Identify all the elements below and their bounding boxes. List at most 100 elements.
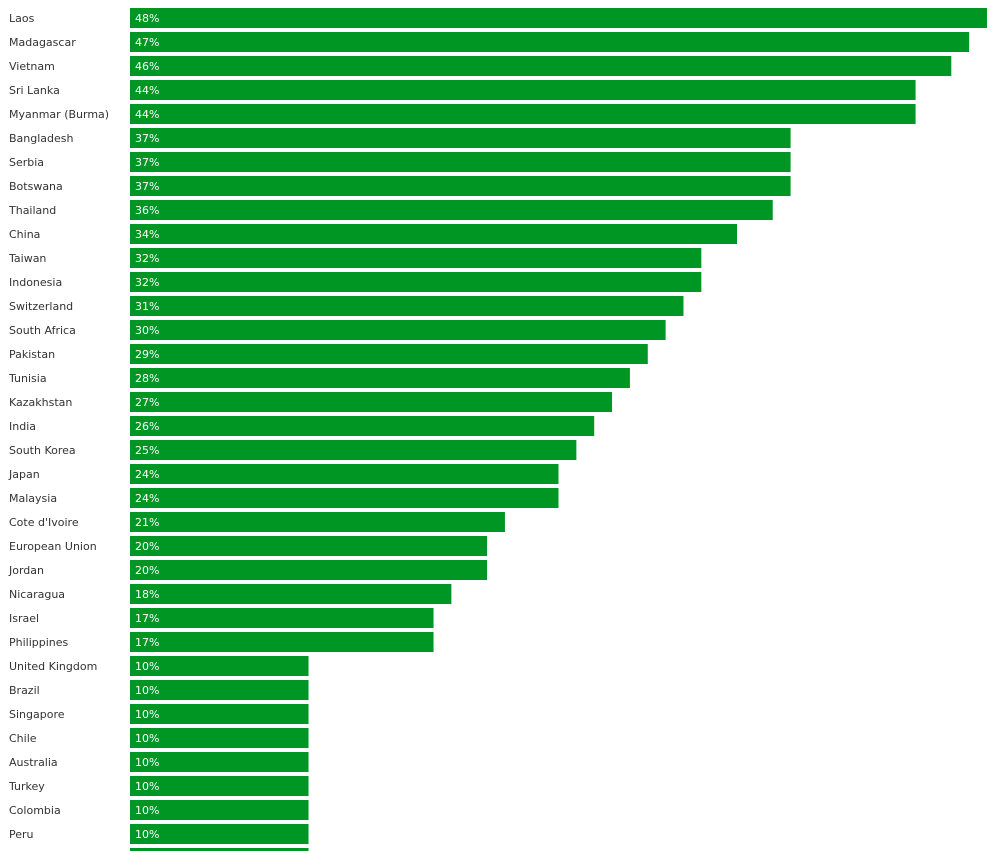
category-label: South Korea [9, 444, 76, 457]
bar [130, 752, 309, 772]
bar [130, 632, 434, 652]
category-label: China [9, 228, 40, 241]
value-label: 10% [135, 660, 159, 673]
value-label: 44% [135, 84, 159, 97]
value-label: 21% [135, 516, 159, 529]
category-label: Israel [9, 612, 39, 625]
category-label: Botswana [9, 180, 63, 193]
bar [130, 704, 309, 724]
value-label: 20% [135, 564, 159, 577]
value-label: 20% [135, 540, 159, 553]
value-label: 24% [135, 468, 159, 481]
bar [130, 656, 309, 676]
value-label: 17% [135, 612, 159, 625]
bar [130, 464, 559, 484]
category-label: Cote d'Ivoire [9, 516, 79, 529]
category-label: Vietnam [9, 60, 55, 73]
bar [130, 680, 309, 700]
category-label: Switzerland [9, 300, 73, 313]
bar [130, 32, 970, 52]
bar [130, 128, 791, 148]
category-label: Tunisia [8, 372, 47, 385]
value-label: 10% [135, 684, 159, 697]
bar [130, 200, 773, 220]
category-label: Jordan [8, 564, 44, 577]
value-label: 25% [135, 444, 159, 457]
value-label: 48% [135, 12, 159, 25]
category-label: Bangladesh [9, 132, 74, 145]
value-label: 10% [135, 756, 159, 769]
value-label: 18% [135, 588, 159, 601]
bar [130, 536, 488, 556]
value-label: 37% [135, 156, 159, 169]
category-label: Peru [9, 828, 34, 841]
value-label: 30% [135, 324, 159, 337]
value-label: 24% [135, 492, 159, 505]
category-label: European Union [9, 540, 97, 553]
value-label: 10% [135, 828, 159, 841]
category-label: Pakistan [9, 348, 55, 361]
category-label: Myanmar (Burma) [9, 108, 109, 121]
category-label: Laos [9, 12, 35, 25]
category-label: South Africa [9, 324, 76, 337]
value-label: 36% [135, 204, 159, 217]
bar [130, 320, 666, 340]
bar [130, 848, 309, 851]
value-label: 32% [135, 252, 159, 265]
bar [130, 608, 434, 628]
value-label: 10% [135, 804, 159, 817]
category-label: Singapore [9, 708, 65, 721]
bar [130, 368, 630, 388]
bar [130, 776, 309, 796]
value-label: 46% [135, 60, 159, 73]
value-label: 29% [135, 348, 159, 361]
bar [130, 56, 952, 76]
bar [130, 104, 916, 124]
category-label: Brazil [9, 684, 40, 697]
category-label: Serbia [9, 156, 44, 169]
value-label: 10% [135, 780, 159, 793]
category-label: Madagascar [9, 36, 76, 49]
category-label: Sri Lanka [9, 84, 60, 97]
category-label: Colombia [9, 804, 61, 817]
category-label: Japan [8, 468, 40, 481]
bar [130, 224, 738, 244]
bar [130, 800, 309, 820]
value-label: 31% [135, 300, 159, 313]
bar [130, 584, 452, 604]
value-label: 27% [135, 396, 159, 409]
value-label: 32% [135, 276, 159, 289]
category-label: United Kingdom [9, 660, 97, 673]
bar [130, 416, 595, 436]
category-label: Australia [9, 756, 58, 769]
bar [130, 728, 309, 748]
bar [130, 824, 309, 844]
value-label: 44% [135, 108, 159, 121]
value-label: 34% [135, 228, 159, 241]
bar [130, 80, 916, 100]
value-label: 28% [135, 372, 159, 385]
category-label: Taiwan [8, 252, 46, 265]
value-label: 26% [135, 420, 159, 433]
bar [130, 344, 648, 364]
value-label: 37% [135, 180, 159, 193]
bar [130, 440, 577, 460]
category-label: Chile [9, 732, 37, 745]
category-label: India [9, 420, 36, 433]
bar [130, 512, 505, 532]
value-label: 47% [135, 36, 159, 49]
bar [130, 296, 684, 316]
value-label: 10% [135, 732, 159, 745]
category-label: Turkey [8, 780, 45, 793]
category-label: Philippines [9, 636, 69, 649]
category-label: Nicaragua [9, 588, 65, 601]
bar [130, 176, 791, 196]
category-label: Kazakhstan [9, 396, 72, 409]
bar [130, 8, 987, 28]
bar [130, 392, 613, 412]
value-label: 10% [135, 708, 159, 721]
category-label: Indonesia [9, 276, 62, 289]
bar [130, 272, 702, 292]
